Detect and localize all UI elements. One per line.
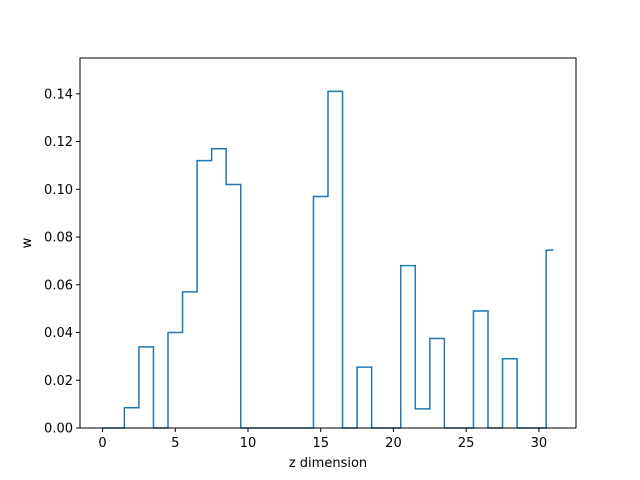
y-tick-label: 0.06 [44,278,73,293]
y-tick-label: 0.08 [44,231,73,246]
series-line-0 [102,90,554,429]
y-tick-label: 0.10 [44,183,73,198]
x-tick-label: 10 [240,436,257,451]
y-tick-label: 0.14 [44,87,73,102]
y-tick-label: 0.02 [44,374,73,389]
x-axis: 0 5 10 15 20 25 30 [98,428,547,451]
x-tick-label: 0 [98,436,106,451]
y-tick-label: 0.12 [44,135,73,150]
y-axis-label: w [20,237,35,248]
x-axis-label: z dimension [289,456,367,471]
plot-frame [79,57,577,429]
series-layer [102,90,554,429]
x-tick-label: 25 [458,436,475,451]
y-tick-label: 0.04 [44,326,73,341]
x-tick-label: 5 [171,436,179,451]
y-axis: 0.00 0.02 0.04 0.06 0.08 0.10 0.12 0.14 [44,87,80,437]
x-tick-label: 30 [531,436,548,451]
x-tick-label: 20 [385,436,402,451]
y-tick-label: 0.00 [44,422,73,437]
x-tick-label: 15 [312,436,329,451]
